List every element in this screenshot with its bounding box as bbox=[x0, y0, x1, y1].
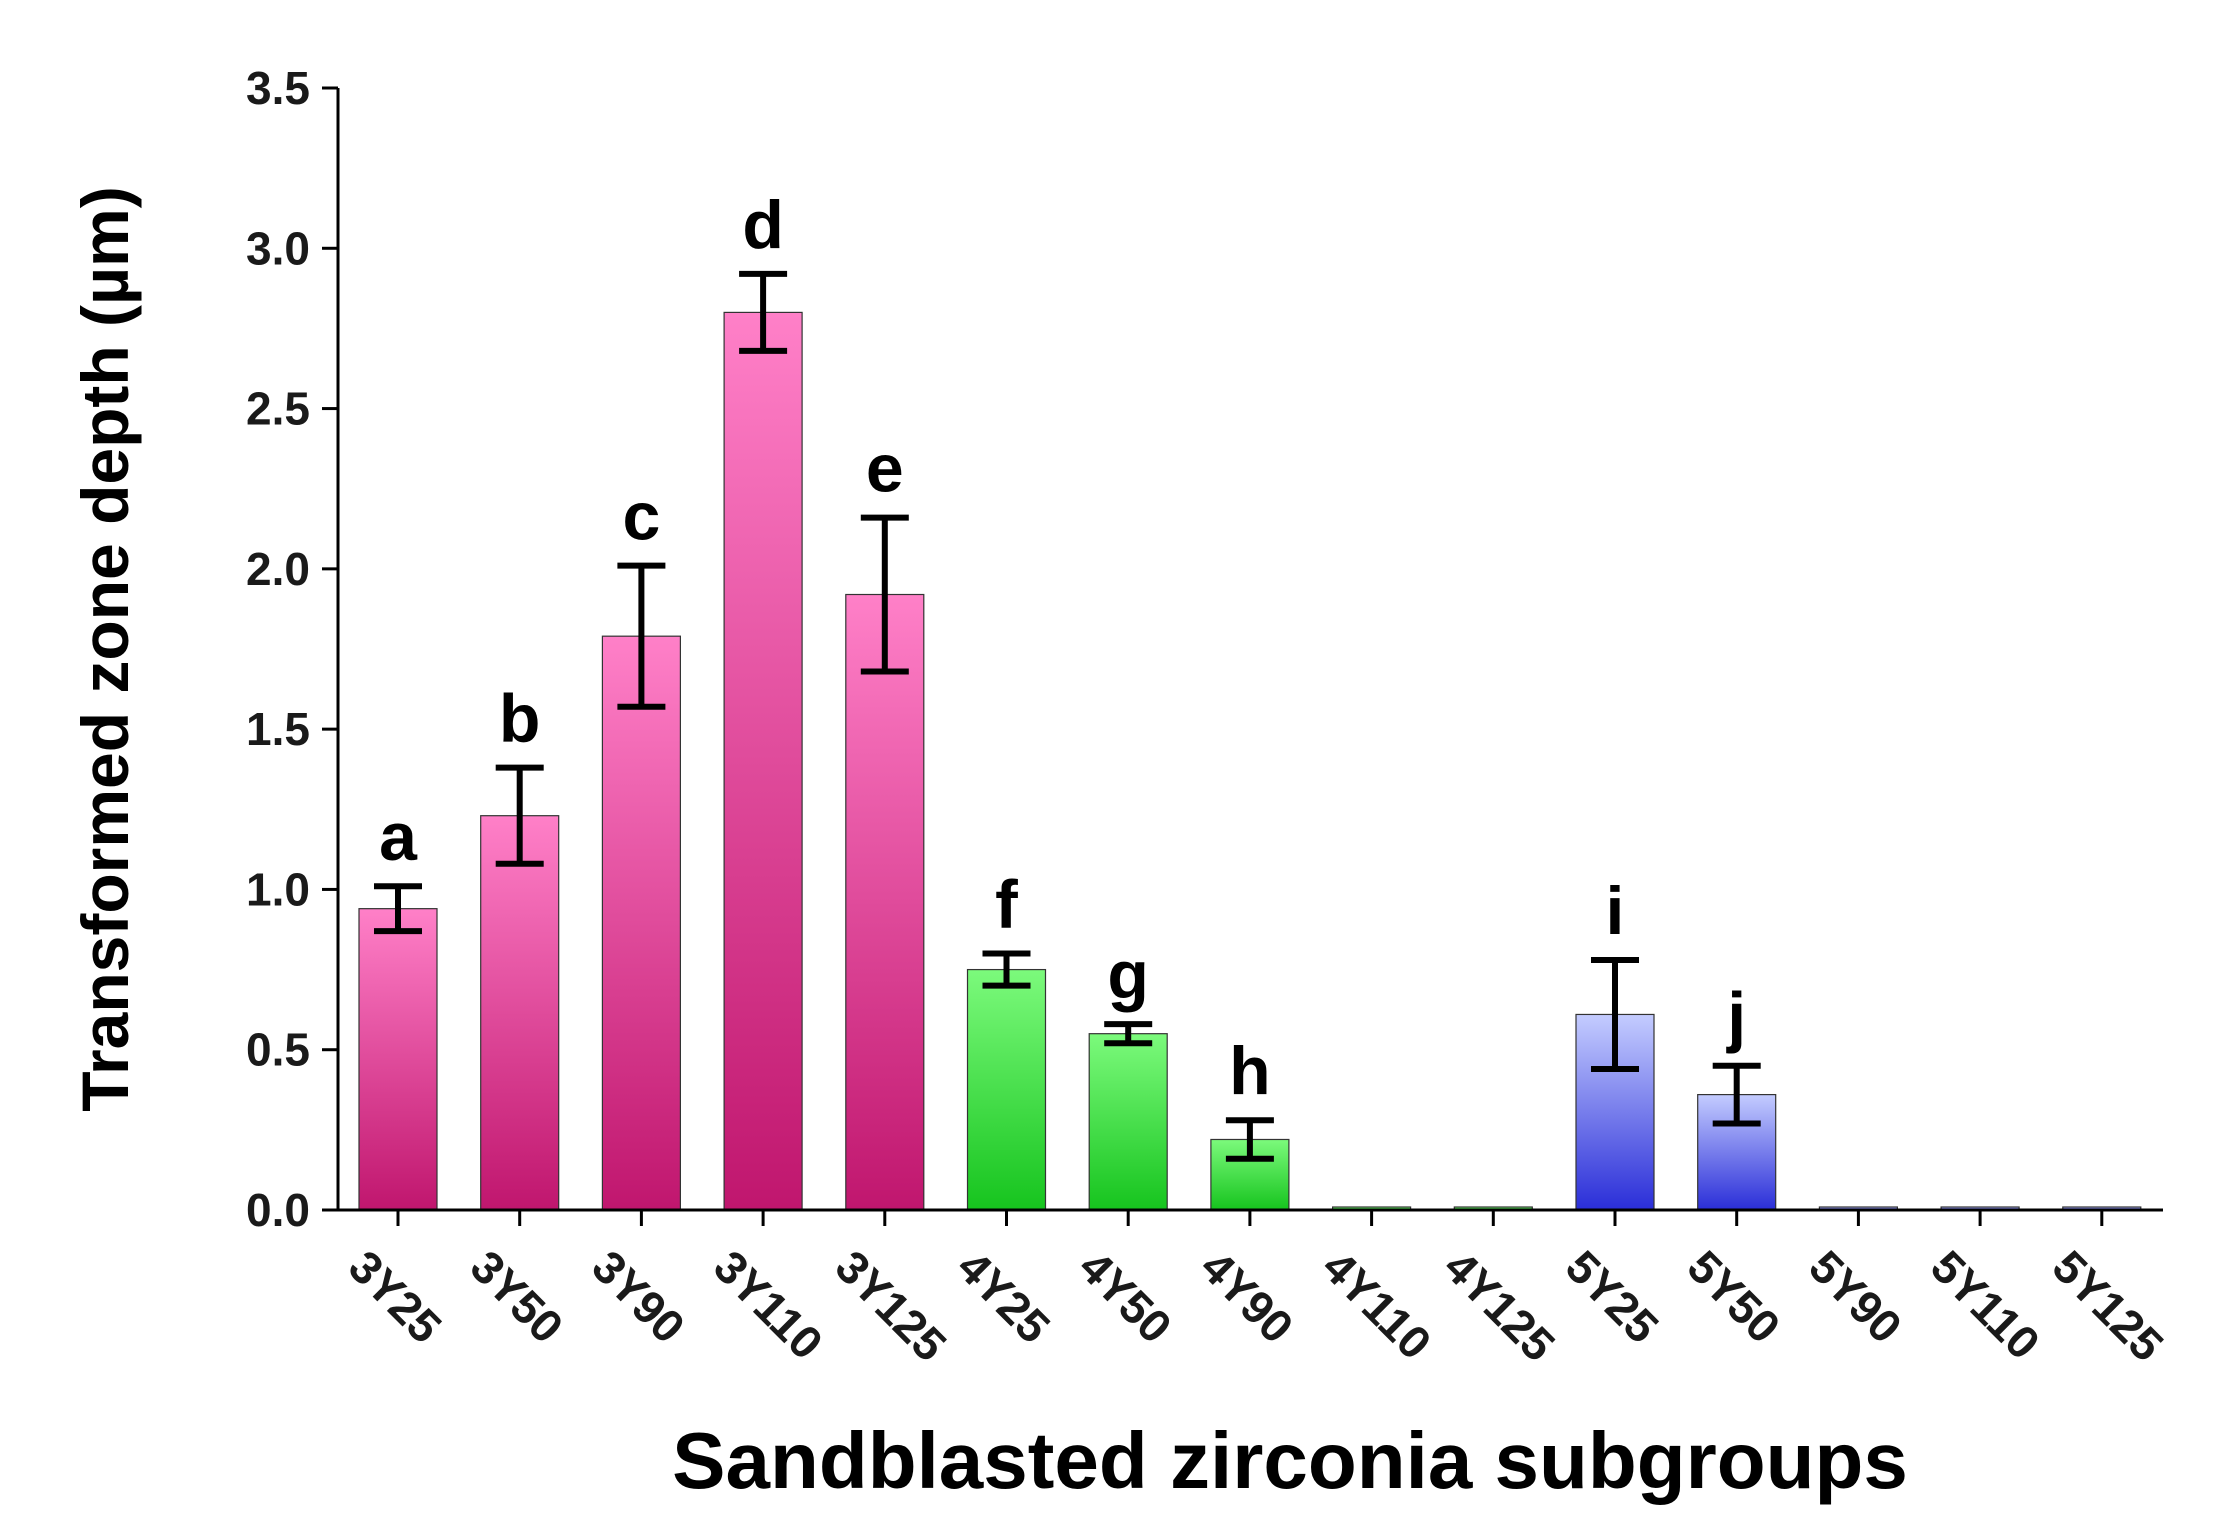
x-tick-label-3Y110: 3Y110 bbox=[704, 1240, 833, 1369]
significance-letter-5Y50: j bbox=[1725, 979, 1746, 1055]
y-tick-label: 0.0 bbox=[246, 1184, 310, 1236]
y-tick-label: 2.0 bbox=[246, 543, 310, 595]
y-tick-label: 3.0 bbox=[246, 222, 310, 274]
significance-letter-3Y50: b bbox=[499, 681, 541, 757]
significance-letter-3Y125: e bbox=[866, 431, 904, 507]
x-tick-label-5Y50: 5Y50 bbox=[1678, 1240, 1791, 1353]
significance-letters: a b c d e f g h i j bbox=[379, 187, 1746, 1109]
significance-letter-4Y50: g bbox=[1107, 937, 1149, 1013]
x-tick-label-4Y125: 4Y125 bbox=[1434, 1240, 1565, 1371]
error-bars bbox=[374, 270, 1761, 1162]
significance-letter-3Y90: c bbox=[622, 479, 660, 555]
x-tick-label-3Y90: 3Y90 bbox=[582, 1240, 695, 1353]
bar-3Y90 bbox=[601, 635, 682, 1211]
y-tick-label: 1.5 bbox=[246, 703, 310, 755]
significance-letter-4Y25: f bbox=[995, 867, 1018, 943]
bar-3Y110 bbox=[723, 311, 803, 1211]
bars bbox=[358, 311, 2142, 1211]
bar-3Y25 bbox=[358, 908, 438, 1211]
x-tick-label-4Y50: 4Y50 bbox=[1069, 1240, 1182, 1353]
significance-letter-3Y110: d bbox=[742, 187, 784, 263]
significance-letter-4Y90: h bbox=[1229, 1033, 1271, 1109]
x-tick-label-4Y90: 4Y90 bbox=[1191, 1240, 1304, 1353]
x-tick-label-5Y125: 5Y125 bbox=[2043, 1240, 2174, 1371]
significance-letter-5Y25: i bbox=[1606, 873, 1625, 949]
bar-4Y25 bbox=[966, 968, 1047, 1211]
y-tick-label: 0.5 bbox=[246, 1024, 310, 1076]
significance-letter-3Y25: a bbox=[379, 799, 418, 875]
bar-4Y50 bbox=[1088, 1033, 1168, 1211]
x-tick-label-5Y90: 5Y90 bbox=[1799, 1240, 1912, 1353]
x-axis-title: Sandblasted zirconia subgroups bbox=[672, 1416, 1908, 1505]
x-tick-label-5Y25: 5Y25 bbox=[1556, 1240, 1669, 1353]
y-tick-label: 3.5 bbox=[246, 62, 310, 114]
x-tick-label-3Y25: 3Y25 bbox=[339, 1240, 452, 1353]
y-tick-label: 2.5 bbox=[246, 383, 310, 435]
x-tick-label-4Y110: 4Y110 bbox=[1313, 1240, 1442, 1369]
y-axis-ticks: 0.0 0.5 1.0 1.5 2.0 2.5 3.0 3.5 bbox=[246, 62, 338, 1236]
bar-3Y50 bbox=[480, 815, 560, 1211]
x-tick-label-5Y110: 5Y110 bbox=[1921, 1240, 2050, 1369]
x-tick-label-3Y125: 3Y125 bbox=[826, 1240, 957, 1371]
y-tick-label: 1.0 bbox=[246, 863, 310, 915]
y-axis-title: Transformed zone depth (µm) bbox=[68, 186, 142, 1111]
x-tick-label-3Y50: 3Y50 bbox=[461, 1240, 574, 1353]
bar-3Y125 bbox=[845, 593, 925, 1211]
x-tick-label-4Y25: 4Y25 bbox=[947, 1240, 1060, 1353]
